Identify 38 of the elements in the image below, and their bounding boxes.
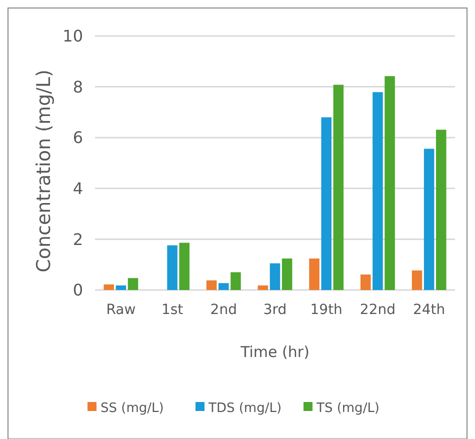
y-tick-label: 10 [62, 26, 83, 46]
legend-label: SS (mg/L) [100, 401, 164, 416]
x-axis-title: Time (hr) [240, 343, 310, 361]
bar [384, 76, 395, 290]
bar [104, 284, 114, 290]
x-tick-label: 24th [412, 302, 446, 318]
bar [436, 130, 446, 290]
bar [309, 258, 320, 290]
bar [270, 263, 280, 290]
y-axis-title: Concentration (mg/L) [33, 70, 55, 272]
bar [321, 117, 332, 290]
y-tick-label: 4 [72, 179, 83, 198]
y-tick-label: 0 [72, 280, 83, 300]
x-tick-label: 22nd [360, 302, 396, 318]
x-tick-label: 1st [161, 302, 184, 318]
legend-label: TS (mg/L) [316, 401, 380, 416]
y-tick-label: 8 [72, 77, 83, 96]
bar [230, 272, 241, 290]
bar [218, 283, 229, 290]
bar [179, 242, 190, 290]
bar [360, 274, 371, 290]
bar [167, 245, 178, 290]
y-tick-label: 6 [72, 128, 83, 148]
x-tick-label: 19th [310, 302, 342, 318]
bar [206, 280, 217, 290]
bar [412, 270, 422, 290]
bar [128, 278, 138, 290]
bar [282, 258, 292, 290]
bar [333, 84, 344, 290]
bar [258, 285, 268, 290]
y-tick-label: 2 [72, 230, 83, 249]
bar [424, 148, 434, 290]
x-tick-label: Raw [106, 302, 136, 318]
bar [372, 92, 383, 290]
bar [116, 285, 126, 290]
x-tick-label: 3rd [263, 302, 287, 318]
legend-label: TDS (mg/L) [208, 401, 282, 416]
x-tick-label: 2nd [210, 302, 237, 318]
